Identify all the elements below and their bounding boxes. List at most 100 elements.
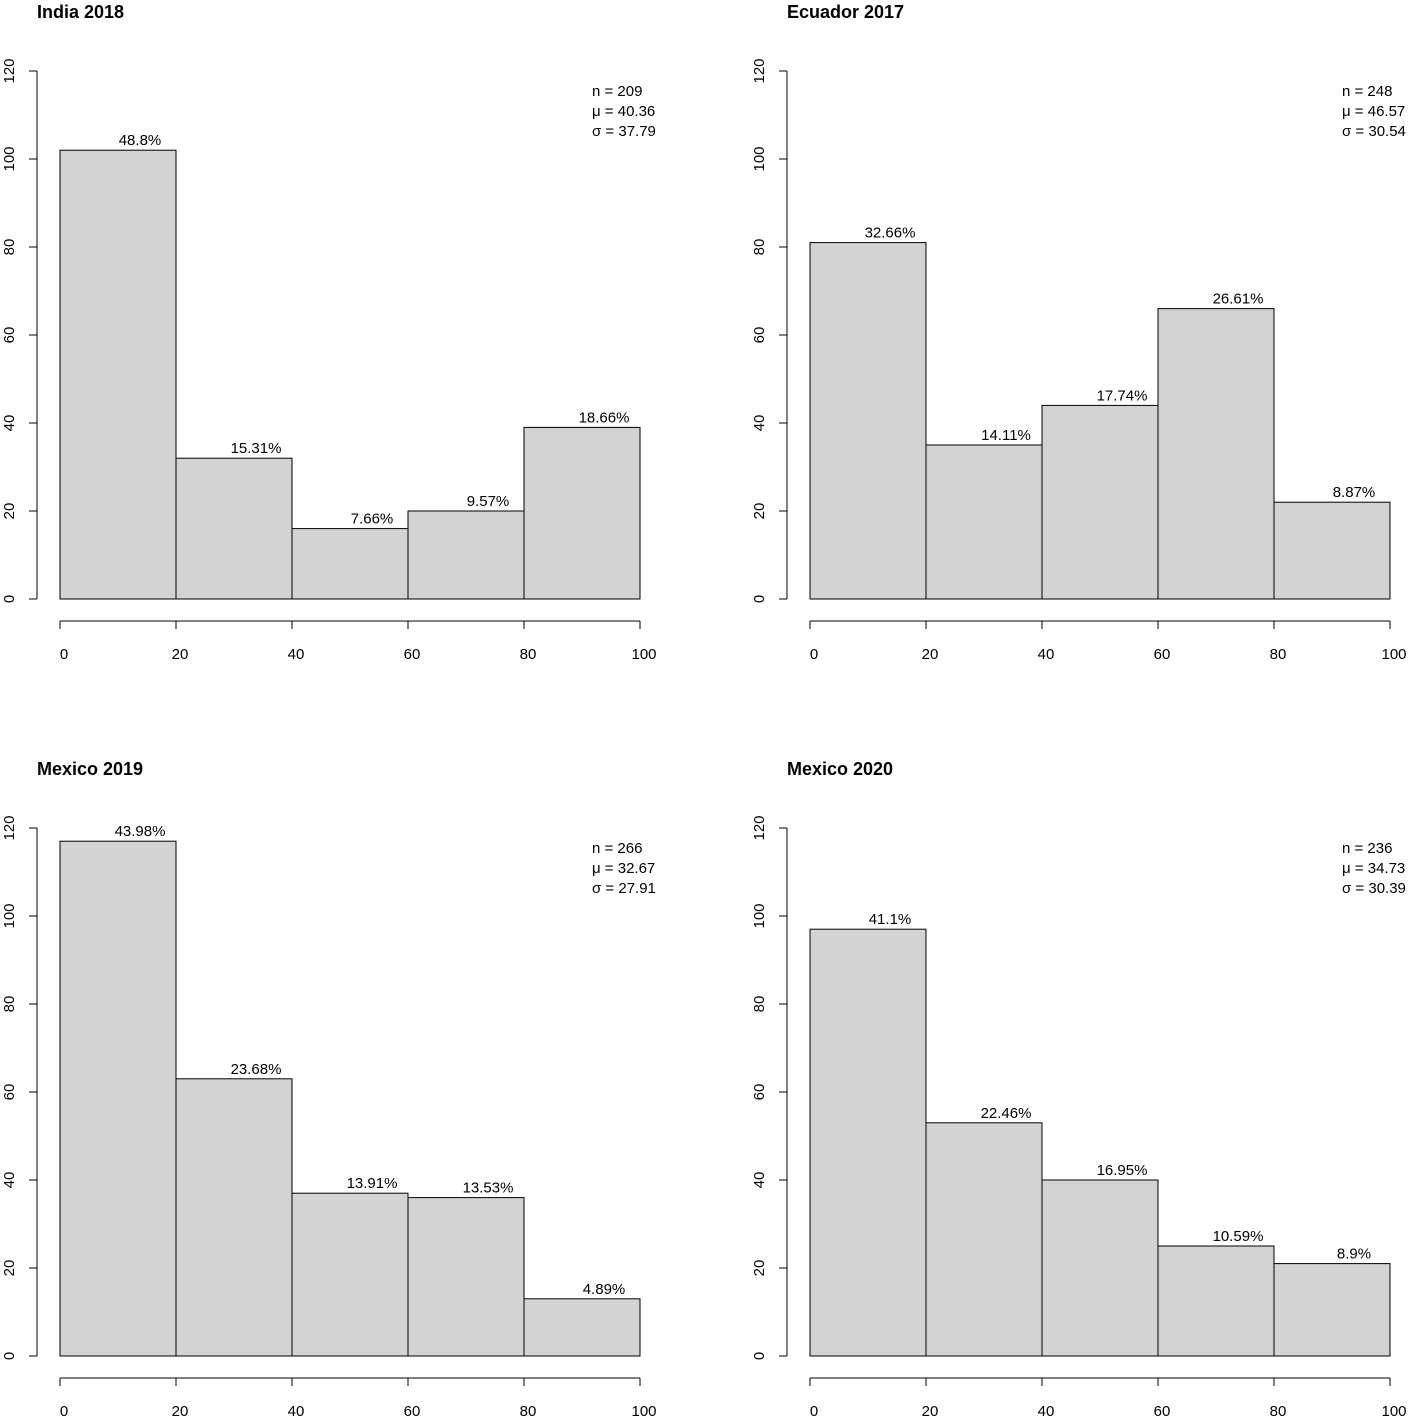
panel-title: Mexico 2019: [37, 759, 143, 779]
y-tick-label: 20: [1, 1260, 18, 1277]
x-tick-label: 20: [922, 1403, 939, 1420]
y-tick-label: 120: [751, 58, 768, 83]
bar: [407, 1197, 525, 1357]
stat-text: σ = 37.79: [592, 123, 656, 140]
x-tick-label: 0: [810, 646, 818, 663]
stat-text: μ = 34.73: [1342, 860, 1405, 877]
bar: [809, 928, 927, 1357]
x-tick-label: 100: [1381, 646, 1406, 663]
stat-text: σ = 27.91: [592, 880, 656, 897]
y-tick-label: 100: [751, 146, 768, 171]
y-tick-label: 100: [1, 146, 18, 171]
y-tick-label: 80: [1, 996, 18, 1013]
panel-title: India 2018: [37, 2, 124, 22]
panel-title: Ecuador 2017: [787, 2, 904, 22]
y-tick-label: 40: [751, 415, 768, 432]
stat-text: μ = 46.57: [1342, 103, 1405, 120]
y-tick-label: 80: [751, 996, 768, 1013]
x-tick-label: 40: [288, 646, 305, 663]
x-tick-label: 80: [520, 1403, 537, 1420]
y-tick-label: 120: [1, 58, 18, 83]
bar-label: 32.66%: [865, 225, 916, 242]
x-tick-label: 40: [1038, 646, 1055, 663]
x-tick-label: 40: [288, 1403, 305, 1420]
panel: India 2018 0 20 40 60 80 100 120 0 20 40 60 80 100 48.…: [1, 2, 657, 663]
bar: [925, 444, 1043, 600]
x-tick-label: 80: [1270, 1403, 1287, 1420]
y-tick-label: 80: [751, 239, 768, 256]
x-tick-label: 40: [1038, 1403, 1055, 1420]
bar: [523, 1298, 641, 1357]
bar-label: 4.89%: [583, 1281, 626, 1298]
bar: [1273, 501, 1391, 600]
stat-text: μ = 40.36: [592, 103, 655, 120]
bar-label: 15.31%: [231, 440, 282, 457]
y-tick-label: 100: [751, 903, 768, 928]
x-tick-label: 20: [922, 646, 939, 663]
y-tick-label: 40: [1, 415, 18, 432]
y-tick-label: 60: [1, 1084, 18, 1101]
x-tick-label: 0: [60, 646, 68, 663]
bar-label: 48.8%: [119, 132, 162, 149]
y-tick-label: 0: [751, 595, 768, 603]
bar-label: 10.59%: [1213, 1228, 1264, 1245]
y-tick-label: 100: [1, 903, 18, 928]
x-tick-label: 0: [810, 1403, 818, 1420]
bar-label: 18.66%: [579, 409, 630, 426]
bar-label: 8.87%: [1333, 484, 1376, 501]
stat-text: n = 209: [592, 83, 642, 100]
x-tick-label: 20: [172, 646, 189, 663]
bar-label: 9.57%: [467, 493, 510, 510]
x-tick-label: 100: [631, 646, 656, 663]
x-tick-label: 20: [172, 1403, 189, 1420]
y-tick-label: 120: [1, 815, 18, 840]
bar-label: 43.98%: [115, 823, 166, 840]
bar: [407, 510, 525, 600]
y-tick-label: 120: [751, 815, 768, 840]
bar-label: 26.61%: [1213, 291, 1264, 308]
bar-label: 17.74%: [1097, 387, 1148, 404]
panel-title: Mexico 2020: [787, 759, 893, 779]
bar: [1041, 404, 1159, 600]
y-tick-label: 80: [1, 239, 18, 256]
x-tick-label: 60: [404, 1403, 421, 1420]
bar: [1157, 308, 1275, 600]
y-tick-label: 0: [1, 595, 18, 603]
x-tick-label: 0: [60, 1403, 68, 1420]
bar: [809, 242, 927, 600]
bar: [59, 149, 177, 600]
panel: Mexico 2019 0 20 40 60 80 100 120 0 20 40 60 80 100 43…: [1, 759, 657, 1420]
y-tick-label: 60: [751, 1084, 768, 1101]
y-tick-label: 20: [1, 503, 18, 520]
bar: [1041, 1179, 1159, 1357]
bar-label: 23.68%: [231, 1061, 282, 1078]
y-tick-label: 60: [1, 327, 18, 344]
bar: [291, 1192, 409, 1357]
stat-text: n = 248: [1342, 83, 1392, 100]
bar-label: 8.9%: [1337, 1246, 1371, 1263]
stat-text: n = 236: [1342, 840, 1392, 857]
bar-label: 13.91%: [347, 1175, 398, 1192]
bar: [1157, 1245, 1275, 1357]
stat-text: σ = 30.39: [1342, 880, 1406, 897]
bar: [59, 840, 177, 1357]
x-tick-label: 60: [404, 646, 421, 663]
x-tick-label: 80: [520, 646, 537, 663]
bar: [523, 426, 641, 600]
y-tick-label: 60: [751, 327, 768, 344]
bar-label: 7.66%: [351, 511, 394, 528]
bar: [175, 457, 293, 600]
y-tick-label: 40: [1, 1172, 18, 1189]
bar-label: 13.53%: [463, 1180, 514, 1197]
y-tick-label: 20: [751, 503, 768, 520]
y-tick-label: 20: [751, 1260, 768, 1277]
bar: [925, 1122, 1043, 1357]
x-tick-label: 60: [1154, 1403, 1171, 1420]
y-tick-label: 40: [751, 1172, 768, 1189]
panel: Mexico 2020 0 20 40 60 80 100 120 0 20 40 60 80 100 41…: [751, 759, 1407, 1420]
y-tick-label: 0: [751, 1352, 768, 1360]
bar-label: 16.95%: [1097, 1162, 1148, 1179]
x-tick-label: 80: [1270, 646, 1287, 663]
bar-label: 41.1%: [869, 911, 912, 928]
